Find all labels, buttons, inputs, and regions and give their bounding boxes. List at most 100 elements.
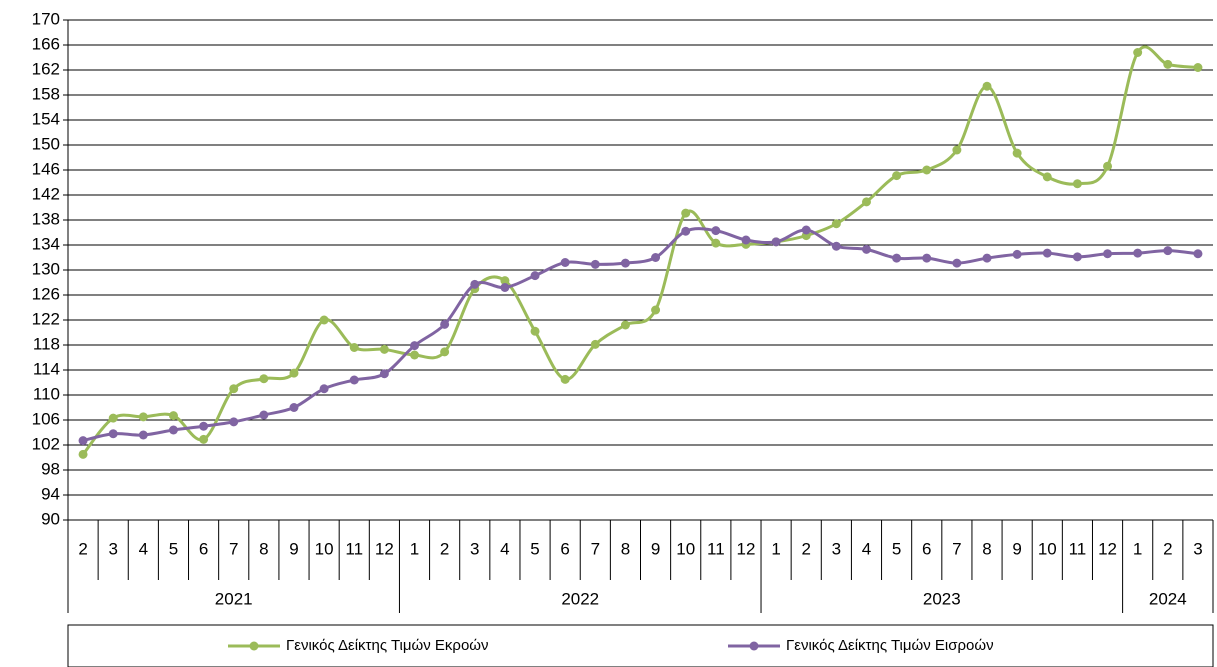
data-point [319,384,329,394]
data-point [108,429,118,439]
data-point [379,369,389,379]
data-point [349,375,359,385]
x-group-label: 2024 [1149,589,1187,608]
x-tick-label: 11 [1069,539,1087,558]
data-point [952,258,962,268]
x-tick-label: 12 [736,539,755,558]
data-point [410,341,420,351]
x-tick-label: 12 [375,539,394,558]
data-point [1103,249,1113,259]
data-point [440,319,450,329]
x-tick-label: 1 [771,539,780,558]
data-point [892,253,902,263]
x-tick-label: 5 [169,539,178,558]
data-point [259,410,269,420]
data-point [982,253,992,263]
data-point [771,237,781,247]
x-tick-label: 3 [1193,539,1202,558]
y-tick-label: 170 [32,9,60,28]
y-tick-label: 94 [41,484,60,503]
legend-box [67,624,1214,667]
data-point [168,425,178,435]
x-tick-label: 2 [78,539,87,558]
x-tick-label: 4 [862,539,871,558]
y-tick-label: 110 [33,384,60,403]
x-tick-label: 2 [1163,539,1172,558]
data-point [78,449,88,459]
y-tick-label: 154 [32,109,60,128]
data-point [1072,252,1082,262]
data-point [1133,48,1143,57]
data-point [620,320,630,330]
data-point [1072,179,1082,189]
data-point [199,421,209,431]
data-point [831,241,841,251]
x-tick-label: 5 [530,539,539,558]
x-tick-label: 3 [108,539,117,558]
data-point [530,326,540,336]
data-point [952,145,962,155]
data-point [319,315,329,325]
x-group-label: 2021 [215,589,253,608]
data-point [892,171,902,181]
legend-marker [749,641,759,651]
data-point [1042,248,1052,258]
x-tick-label: 12 [1098,539,1117,558]
data-point [982,81,992,91]
data-point [500,276,510,286]
data-point [229,417,239,427]
data-point [1163,246,1173,256]
data-point [199,434,209,444]
y-tick-label: 106 [32,409,60,428]
x-tick-label: 11 [707,539,725,558]
data-point [108,413,118,423]
data-point [560,374,570,384]
x-tick-label: 8 [621,539,630,558]
data-point [168,411,178,421]
data-point [831,219,841,229]
data-point [440,347,450,357]
x-tick-label: 1 [410,539,419,558]
y-tick-label: 142 [32,184,60,203]
x-tick-label: 9 [651,539,660,558]
data-point [651,253,661,262]
data-point [470,279,480,289]
legend-label: Γενικός Δείκτης Τιμών Εκροών [286,637,489,654]
data-point [861,197,871,207]
y-tick-label: 162 [32,59,60,78]
x-tick-label: 4 [139,539,148,558]
data-point [681,226,691,236]
data-point [590,259,600,269]
legend-label: Γενικός Δείκτης Τιμών Εισροών [786,637,994,654]
data-point [801,225,811,235]
x-tick-label: 7 [229,539,238,558]
data-point [620,258,630,268]
x-tick-label: 10 [676,539,695,558]
y-tick-label: 98 [41,459,60,478]
data-point [259,374,269,384]
x-tick-label: 3 [470,539,479,558]
x-tick-label: 3 [832,539,841,558]
data-point [560,258,570,267]
legend-marker [249,641,259,651]
data-point [1012,148,1022,158]
y-tick-label: 126 [32,284,60,303]
data-point [711,238,721,248]
y-tick-label: 158 [32,84,60,103]
data-point [590,339,600,349]
y-tick-label: 90 [41,509,60,528]
data-point [922,165,932,175]
data-point [1012,249,1022,259]
y-tick-label: 118 [33,334,60,353]
x-tick-label: 5 [892,539,901,558]
x-tick-label: 2 [801,539,810,558]
data-point [651,305,661,315]
x-tick-label: 4 [500,539,509,558]
y-tick-label: 102 [32,434,60,453]
x-tick-label: 9 [1012,539,1021,558]
data-point [922,253,932,263]
x-tick-label: 7 [952,539,961,558]
data-point [379,344,389,354]
x-tick-label: 10 [1038,539,1057,558]
